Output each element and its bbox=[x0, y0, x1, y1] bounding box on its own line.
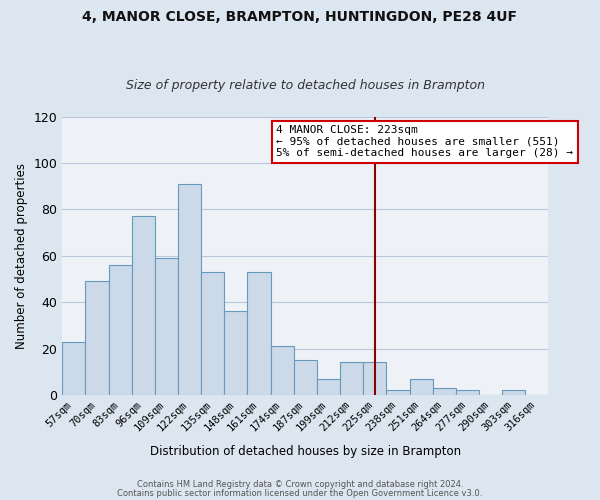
Bar bbox=[247, 272, 271, 395]
Text: 4 MANOR CLOSE: 223sqm
← 95% of detached houses are smaller (551)
5% of semi-deta: 4 MANOR CLOSE: 223sqm ← 95% of detached … bbox=[276, 125, 573, 158]
Bar bbox=[201, 272, 224, 395]
Y-axis label: Number of detached properties: Number of detached properties bbox=[15, 163, 28, 349]
Text: Contains HM Land Registry data © Crown copyright and database right 2024.: Contains HM Land Registry data © Crown c… bbox=[137, 480, 463, 489]
Bar bbox=[410, 378, 433, 395]
Bar bbox=[132, 216, 155, 395]
Text: Contains public sector information licensed under the Open Government Licence v3: Contains public sector information licen… bbox=[118, 488, 482, 498]
Bar bbox=[85, 282, 109, 395]
Bar bbox=[363, 362, 386, 395]
Text: 4, MANOR CLOSE, BRAMPTON, HUNTINGDON, PE28 4UF: 4, MANOR CLOSE, BRAMPTON, HUNTINGDON, PE… bbox=[83, 10, 517, 24]
Bar bbox=[224, 312, 247, 395]
Bar bbox=[502, 390, 525, 395]
Bar bbox=[433, 388, 456, 395]
Bar bbox=[317, 378, 340, 395]
Bar bbox=[340, 362, 363, 395]
Bar bbox=[271, 346, 294, 395]
Bar bbox=[456, 390, 479, 395]
Bar bbox=[155, 258, 178, 395]
Bar bbox=[386, 390, 410, 395]
Bar bbox=[178, 184, 201, 395]
Bar bbox=[109, 265, 132, 395]
Title: Size of property relative to detached houses in Brampton: Size of property relative to detached ho… bbox=[126, 79, 485, 92]
X-axis label: Distribution of detached houses by size in Brampton: Distribution of detached houses by size … bbox=[150, 444, 461, 458]
Bar bbox=[294, 360, 317, 395]
Bar bbox=[62, 342, 85, 395]
